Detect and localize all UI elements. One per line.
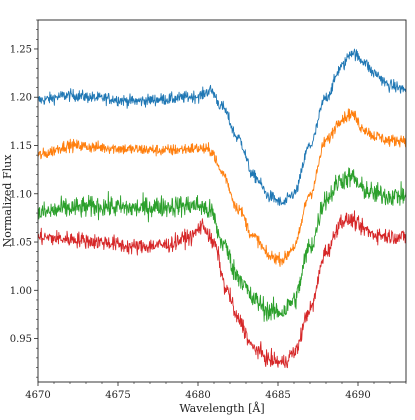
x-tick-label: 4680 — [185, 390, 210, 401]
y-tick-label: 0.95 — [10, 334, 32, 345]
series-line-1 — [38, 48, 406, 206]
x-tick-label: 4690 — [345, 390, 370, 401]
x-axis-label: Wavelength [Å] — [179, 401, 264, 415]
y-axis-label: Normalized Flux — [1, 154, 14, 248]
y-tick-label: 1.15 — [10, 141, 32, 152]
y-tick-label: 1.00 — [10, 286, 32, 297]
y-tick-label: 1.05 — [10, 238, 32, 249]
y-tick-label: 1.10 — [10, 189, 32, 200]
y-tick-label: 1.25 — [10, 44, 32, 55]
plot-frame — [37, 19, 407, 383]
x-tick-label: 4670 — [25, 390, 50, 401]
x-tick-label: 4685 — [265, 390, 290, 401]
y-tick-label: 1.20 — [10, 93, 32, 104]
series-line-3 — [38, 167, 406, 322]
x-axis-ticks: 4670 4675 4680 4685 4690 — [25, 382, 407, 401]
series-line-2 — [38, 108, 406, 267]
y-axis-ticks: 0.95 1.00 1.05 1.10 1.15 1.20 1.25 — [10, 19, 38, 378]
series-line-4 — [38, 210, 406, 369]
x-tick-label: 4675 — [105, 390, 130, 401]
series-layer — [38, 48, 406, 369]
